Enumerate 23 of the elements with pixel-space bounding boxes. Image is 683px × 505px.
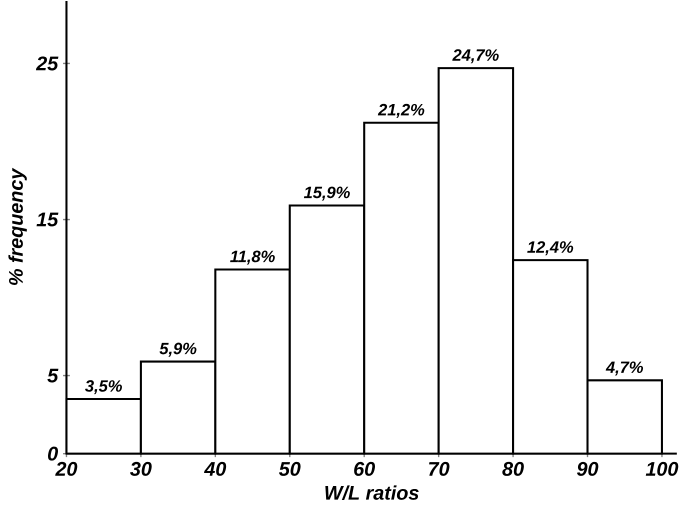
- y-tick-label: 15: [36, 212, 58, 227]
- y-axis-title: % frequency: [8, 168, 27, 286]
- data-label: 11,8%: [230, 250, 275, 265]
- data-label: 12,4%: [527, 241, 574, 256]
- x-axis-title: W/L ratios: [325, 486, 419, 500]
- y-tick-label: 0: [48, 446, 58, 461]
- x-tick-label: 40: [204, 462, 226, 476]
- y-tick-label: 5: [47, 368, 58, 383]
- data-label: 15,9%: [304, 186, 350, 201]
- x-tick-label: 60: [354, 462, 375, 476]
- data-label: 4,7%: [606, 362, 644, 376]
- x-tick-label: 100: [646, 462, 678, 476]
- data-label: 21,2%: [378, 104, 424, 118]
- x-tick-label: 50: [278, 462, 301, 476]
- x-tick-label: 70: [429, 462, 450, 476]
- x-tick-label: 90: [577, 462, 598, 476]
- data-label: 3,5%: [85, 380, 122, 394]
- y-tick-label: 25: [36, 56, 58, 71]
- x-tick-label: 20: [55, 462, 78, 476]
- data-label: 5,9%: [160, 342, 196, 357]
- data-label: 24,7%: [452, 49, 499, 64]
- x-tick-label: 80: [502, 462, 524, 476]
- x-tick-label: 30: [130, 462, 152, 476]
